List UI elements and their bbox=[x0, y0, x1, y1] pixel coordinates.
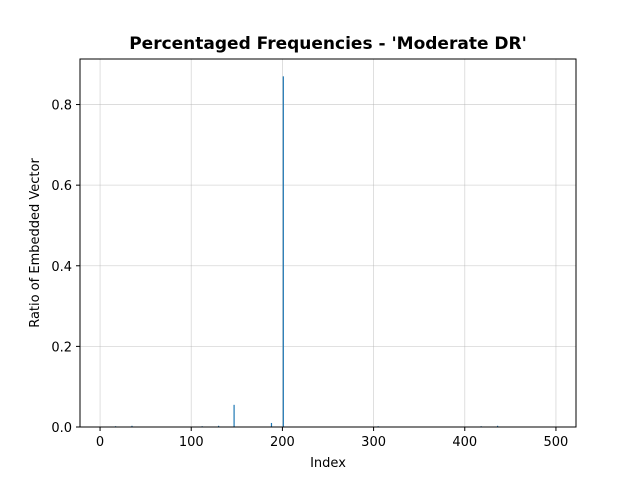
x-tick-label-5: 500 bbox=[544, 435, 569, 450]
y-tick-label-0: 0.0 bbox=[51, 421, 72, 436]
plot-frame bbox=[79, 58, 577, 428]
x-tick-label-1: 100 bbox=[179, 435, 204, 450]
bar-1 bbox=[131, 425, 133, 427]
bar-4 bbox=[233, 404, 235, 427]
bar-5 bbox=[270, 422, 273, 427]
y-tick-label-4: 0.8 bbox=[51, 99, 72, 114]
x-tick-label-2: 200 bbox=[270, 435, 295, 450]
y-tick-label-1: 0.2 bbox=[51, 340, 72, 355]
ticks: 0 100 200 300 400 500 0.0 0.2 0.4 0.6 0.8 bbox=[51, 99, 568, 450]
y-tick-label-2: 0.4 bbox=[51, 260, 72, 275]
bar-3 bbox=[217, 425, 220, 427]
x-tick-label-0: 0 bbox=[96, 435, 104, 450]
x-axis-label: Index bbox=[310, 456, 346, 471]
y-axis-label: Ratio of Embedded Vector bbox=[28, 158, 43, 328]
bars bbox=[114, 76, 499, 427]
y-tick-label-3: 0.6 bbox=[51, 179, 72, 194]
bar-6 bbox=[282, 76, 284, 427]
grid bbox=[80, 59, 576, 428]
x-tick-label-3: 300 bbox=[361, 435, 386, 450]
x-tick-label-4: 400 bbox=[452, 435, 477, 450]
chart-title: Percentaged Frequencies - 'Moderate DR' bbox=[129, 34, 527, 54]
bar-9 bbox=[496, 425, 499, 427]
